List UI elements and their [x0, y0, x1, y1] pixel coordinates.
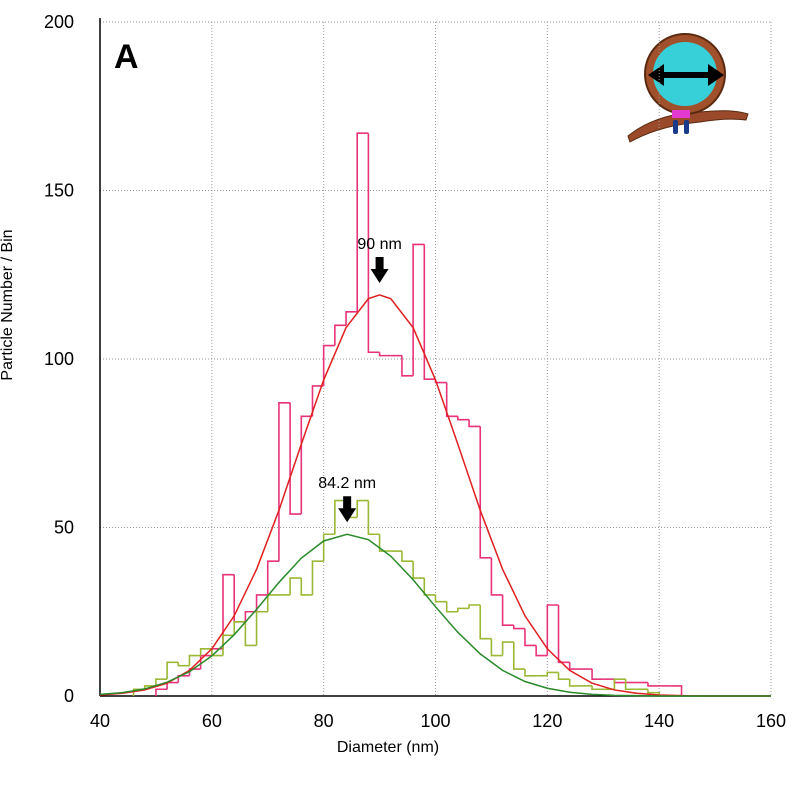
peak-label: 84.2 nm: [318, 475, 376, 492]
histogram-bin: [334, 324, 347, 346]
histogram-bin: [300, 415, 313, 515]
histogram-bin: [233, 574, 246, 623]
histogram-bin: [177, 662, 190, 667]
histogram-bin: [300, 578, 313, 596]
histogram-bin: [591, 669, 604, 680]
y-tick-label: 200: [44, 12, 74, 32]
histogram-bin: [155, 688, 168, 696]
histogram-bin: [401, 551, 414, 562]
histogram-bin: [266, 560, 279, 595]
histogram-bin: [457, 607, 470, 612]
histogram-bin: [479, 426, 492, 559]
y-tick-label: 150: [44, 181, 74, 201]
histogram-bin: [423, 578, 436, 596]
histogram-bin: [188, 668, 201, 676]
x-tick-label: 40: [90, 711, 110, 731]
histogram-bin: [311, 560, 324, 595]
histogram-bin: [155, 678, 168, 686]
histogram-bin: [568, 679, 581, 687]
histogram-bin: [423, 244, 436, 381]
histogram-bin: [568, 662, 581, 670]
histogram-bin: [557, 672, 570, 680]
x-tick-label: 80: [314, 711, 334, 731]
histogram-bin: [613, 678, 626, 690]
histogram-bin: [412, 561, 425, 579]
histogram-bin: [546, 604, 559, 656]
histogram-bin: [378, 352, 391, 357]
x-tick-label: 100: [420, 711, 450, 731]
histogram-bin: [501, 594, 514, 627]
histogram-bin: [311, 385, 324, 417]
x-tick-label: 140: [644, 711, 674, 731]
histogram-bin: [670, 685, 683, 696]
histogram-bin: [244, 621, 257, 647]
histogram-bin: [524, 669, 537, 677]
histogram-bin: [624, 679, 637, 691]
histogram-bin: [445, 601, 458, 613]
panel-label: A: [114, 38, 139, 76]
fit-curve: [99, 533, 771, 697]
histogram-bin: [535, 645, 548, 657]
histogram-bin: [199, 648, 212, 656]
histogram-bin: [401, 355, 414, 377]
histogram-bin: [378, 534, 391, 552]
y-tick-label: 0: [64, 686, 74, 706]
peak-arrow: [370, 256, 389, 283]
histogram-bin: [166, 681, 179, 690]
histogram-bin: [233, 621, 246, 636]
histogram-bin: [490, 638, 503, 657]
histogram-bin: [356, 132, 369, 312]
histogram-bin: [244, 610, 257, 622]
histogram-bin: [591, 685, 604, 691]
histogram-bin: [468, 419, 481, 428]
histogram-bin: [445, 382, 458, 418]
histogram-bin: [457, 416, 470, 421]
x-axis-label: Diameter (nm): [337, 739, 439, 756]
histogram-bin: [255, 594, 268, 612]
histogram-bin: [512, 625, 525, 630]
histogram-bin: [322, 344, 335, 386]
histogram-bin: [222, 573, 235, 649]
histogram-bin: [356, 499, 369, 518]
x-tick-label: 120: [532, 711, 562, 731]
histogram-bin: [557, 605, 570, 664]
histogram-bin: [412, 243, 425, 376]
histogram-bin: [188, 654, 201, 666]
histogram-bin: [367, 500, 380, 536]
peak-arrow: [338, 496, 357, 523]
histogram-bin: [490, 557, 503, 596]
histogram-bin: [143, 685, 156, 690]
histogram-bin: [546, 671, 559, 676]
histogram-bin: [524, 628, 537, 647]
y-axis-label: Particle Number / Bin: [0, 229, 16, 380]
histogram-bin: [468, 604, 481, 609]
histogram-bin: [512, 642, 525, 670]
fit-curve: [99, 294, 771, 697]
histogram-bin: [289, 577, 302, 595]
histogram-bin: [647, 682, 660, 687]
histogram-bin: [177, 674, 190, 683]
x-tick-label: 160: [756, 711, 786, 731]
histogram-bin: [367, 133, 380, 354]
histogram-bin: [434, 379, 447, 384]
vesicle-icon: [627, 33, 749, 143]
peak-label: 90 nm: [357, 236, 401, 253]
histogram-bin: [289, 402, 302, 515]
histogram-bin: [345, 311, 358, 326]
y-tick-label: 50: [54, 518, 74, 538]
x-tick-label: 60: [202, 711, 222, 731]
histogram-bin: [322, 533, 335, 562]
histogram-bin: [434, 594, 447, 603]
histogram-bin: [266, 594, 279, 612]
histogram-bin: [334, 499, 347, 535]
histogram-bin: [255, 610, 268, 646]
histogram-bin: [166, 661, 179, 680]
histogram-bin: [222, 634, 235, 656]
histogram-bin: [479, 605, 492, 640]
y-tick-label: 100: [44, 349, 74, 369]
histogram-bin: [501, 641, 514, 656]
